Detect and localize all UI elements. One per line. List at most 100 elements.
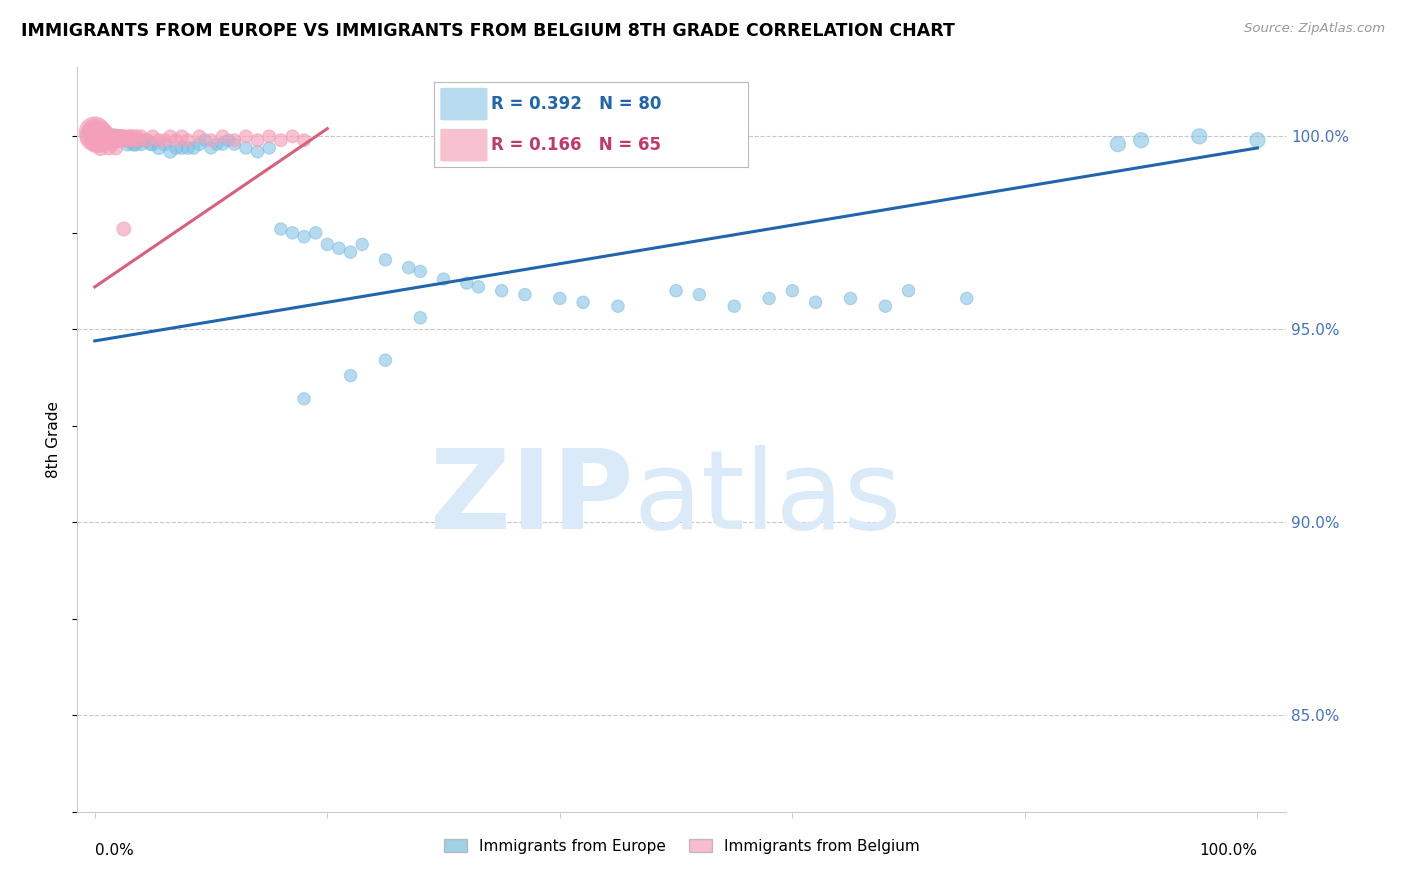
Point [83,129,105,144]
Point [177,141,200,155]
Point [96,129,118,144]
Point [139,137,162,152]
Point [124,137,146,152]
Point [98,133,121,147]
Point [142,137,165,152]
Text: Source: ZipAtlas.com: Source: ZipAtlas.com [1244,22,1385,36]
Point [170,141,193,155]
Point [548,292,571,306]
Point [875,299,897,313]
Point [96,133,118,147]
Point [136,133,159,147]
Point [90,133,112,147]
Point [117,129,139,144]
Point [86,129,108,144]
Point [96,129,118,144]
Point [688,287,710,301]
Point [467,280,489,294]
Point [292,392,315,406]
Point [112,129,135,144]
Point [83,126,105,140]
Point [292,229,315,244]
Point [200,133,222,147]
Point [665,284,688,298]
Point [148,133,170,147]
Point [339,245,361,260]
Point [1107,137,1129,152]
Point [142,129,165,144]
Point [211,137,233,152]
Point [86,133,108,147]
Point [782,284,804,298]
Point [897,284,920,298]
Point [105,129,128,144]
Point [115,133,138,147]
Point [101,129,124,144]
Point [87,129,110,144]
Point [89,133,111,147]
Point [125,129,148,144]
Point [224,137,246,152]
Point [117,137,139,152]
Point [281,226,304,240]
Point [97,129,120,144]
Point [93,133,115,147]
Point [104,133,127,147]
Point [491,284,513,298]
Text: IMMIGRANTS FROM EUROPE VS IMMIGRANTS FROM BELGIUM 8TH GRADE CORRELATION CHART: IMMIGRANTS FROM EUROPE VS IMMIGRANTS FRO… [21,22,955,40]
Legend: Immigrants from Europe, Immigrants from Belgium: Immigrants from Europe, Immigrants from … [437,832,927,860]
Point [90,129,112,144]
Point [121,133,143,147]
Point [188,137,211,152]
Text: ZIP: ZIP [430,445,634,552]
Point [607,299,630,313]
Point [97,133,120,147]
Point [194,133,217,147]
Point [128,133,150,147]
Point [409,264,432,278]
Point [98,129,121,144]
Point [224,133,246,147]
Point [103,133,125,147]
Point [101,137,124,152]
Point [165,141,187,155]
Point [91,129,114,144]
Point [1188,129,1211,144]
Point [956,292,979,306]
Point [107,133,129,147]
Point [121,129,143,144]
Point [572,295,595,310]
Point [124,133,146,147]
Point [398,260,420,275]
Text: 0.0%: 0.0% [94,843,134,857]
Y-axis label: 8th Grade: 8th Grade [46,401,62,478]
Point [93,137,115,152]
Point [110,129,132,144]
Point [292,133,315,147]
Point [101,129,124,144]
Point [132,133,155,147]
Point [409,310,432,325]
Point [218,133,240,147]
Point [91,133,114,147]
Point [153,137,176,152]
Point [257,141,280,155]
Point [839,292,862,306]
Point [90,129,112,144]
Point [94,129,117,144]
Point [235,141,257,155]
Point [165,133,187,147]
Point [456,276,478,290]
Point [129,137,152,152]
Text: 100.0%: 100.0% [1199,843,1257,857]
Point [316,237,339,252]
Point [188,129,211,144]
Point [87,133,110,147]
Point [101,133,124,147]
Point [89,129,111,144]
Point [118,133,141,147]
Point [177,133,200,147]
Point [91,133,114,147]
Point [111,133,134,147]
Point [96,129,118,144]
